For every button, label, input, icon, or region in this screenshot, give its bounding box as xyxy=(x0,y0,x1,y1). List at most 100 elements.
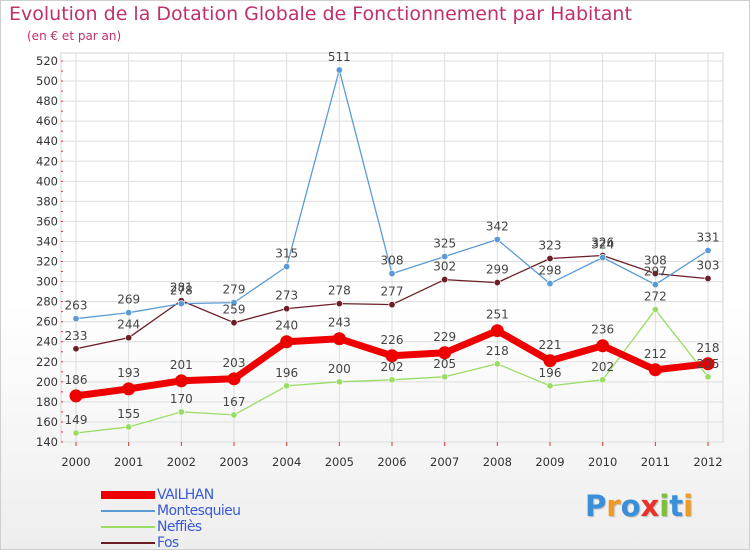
chart-title: Evolution de la Dotation Globale de Fonc… xyxy=(9,3,632,25)
data-label-fos: 326 xyxy=(591,236,614,250)
y-tick-label: 380 xyxy=(36,194,58,208)
x-tick-label: 2004 xyxy=(272,455,301,469)
y-tick-label: 320 xyxy=(36,255,58,269)
legend: VAILHAN Montesquieu Neffiès Fos xyxy=(101,487,241,551)
data-label-montesquieu: 342 xyxy=(486,219,509,233)
data-point-montesquieu xyxy=(546,280,554,288)
legend-swatch-fos xyxy=(101,542,155,544)
data-point-montesquieu xyxy=(388,270,396,278)
data-label-vailhan: 251 xyxy=(486,308,509,322)
logo-letter: t xyxy=(669,489,684,523)
data-label-fos: 299 xyxy=(486,263,509,277)
data-label-neffies: 196 xyxy=(539,366,562,380)
data-point-vailhan xyxy=(596,339,610,353)
data-point-montesquieu xyxy=(177,300,185,308)
data-label-fos: 278 xyxy=(328,284,351,298)
x-tick-label: 2005 xyxy=(325,455,354,469)
data-label-fos: 244 xyxy=(117,318,140,332)
proxiti-logo: Proxiti xyxy=(585,489,693,523)
data-label-montesquieu: 331 xyxy=(697,230,720,244)
x-tick-label: 2007 xyxy=(430,455,459,469)
data-label-vailhan: 226 xyxy=(381,333,404,347)
data-point-fos xyxy=(230,319,238,327)
legend-item-montesquieu: Montesquieu xyxy=(101,503,241,519)
y-tick-label: 520 xyxy=(36,54,58,68)
y-tick-label: 480 xyxy=(36,94,58,108)
x-tick-label: 2012 xyxy=(693,455,722,469)
data-point-fos xyxy=(72,345,80,353)
data-point-montesquieu xyxy=(651,281,659,289)
x-tick-label: 2008 xyxy=(483,455,512,469)
data-point-montesquieu xyxy=(493,235,501,243)
data-point-vailhan xyxy=(69,389,83,403)
data-label-neffies: 218 xyxy=(486,344,509,358)
data-point-vailhan xyxy=(174,374,188,388)
y-tick-label: 500 xyxy=(36,74,58,88)
data-point-montesquieu xyxy=(72,315,80,323)
data-label-neffies: 196 xyxy=(275,366,298,380)
data-point-neffies xyxy=(651,306,659,314)
data-label-neffies: 205 xyxy=(697,357,720,371)
data-point-vailhan xyxy=(122,382,136,396)
data-label-fos: 323 xyxy=(539,239,562,253)
data-point-fos xyxy=(546,255,554,263)
data-label-neffies: 272 xyxy=(644,290,667,304)
logo-letter: P xyxy=(585,489,607,523)
data-point-montesquieu xyxy=(283,263,291,271)
data-label-montesquieu: 315 xyxy=(275,247,298,261)
data-point-neffies xyxy=(388,376,396,384)
data-label-fos: 308 xyxy=(644,254,667,268)
y-tick-label: 340 xyxy=(36,234,58,248)
logo-letter: r xyxy=(606,489,621,523)
data-point-vailhan xyxy=(543,354,557,368)
data-label-vailhan: 212 xyxy=(644,347,667,361)
data-point-montesquieu xyxy=(441,253,449,261)
data-point-neffies xyxy=(441,373,449,381)
legend-swatch-neffies xyxy=(101,526,155,528)
y-tick-label: 220 xyxy=(36,355,58,369)
data-point-montesquieu xyxy=(599,254,607,262)
data-label-fos: 233 xyxy=(65,329,88,343)
x-tick-label: 2006 xyxy=(377,455,406,469)
data-label-neffies: 149 xyxy=(65,413,88,427)
data-point-fos xyxy=(335,300,343,308)
data-point-fos xyxy=(125,334,133,342)
data-point-montesquieu xyxy=(230,299,238,307)
data-point-vailhan xyxy=(227,372,241,386)
data-point-neffies xyxy=(599,376,607,384)
legend-item-vailhan: VAILHAN xyxy=(101,487,240,503)
data-point-vailhan xyxy=(332,332,346,346)
data-label-vailhan: 193 xyxy=(117,366,140,380)
data-label-montesquieu: 308 xyxy=(381,254,404,268)
data-label-vailhan: 243 xyxy=(328,316,351,330)
data-label-neffies: 202 xyxy=(591,360,614,374)
data-label-fos: 281 xyxy=(170,281,193,295)
y-tick-label: 260 xyxy=(36,315,58,329)
y-tick-label: 200 xyxy=(36,375,58,389)
data-point-montesquieu xyxy=(335,66,343,74)
legend-label-neffies: Neffiès xyxy=(157,519,202,535)
data-point-neffies xyxy=(177,408,185,416)
data-point-neffies xyxy=(493,360,501,368)
data-point-neffies xyxy=(72,429,80,437)
data-label-fos: 277 xyxy=(381,285,404,299)
chart-subtitle: (en € et par an) xyxy=(27,29,122,43)
data-point-fos xyxy=(651,270,659,278)
data-label-vailhan: 221 xyxy=(539,338,562,352)
data-label-vailhan: 229 xyxy=(433,330,456,344)
x-tick-label: 2003 xyxy=(219,455,248,469)
legend-swatch-vailhan xyxy=(101,491,155,499)
data-label-fos: 259 xyxy=(223,303,246,317)
data-label-neffies: 167 xyxy=(223,395,246,409)
data-label-montesquieu: 511 xyxy=(328,50,351,64)
y-tick-label: 140 xyxy=(36,435,58,449)
legend-item-fos: Fos xyxy=(101,535,240,551)
x-tick-label: 2009 xyxy=(535,455,564,469)
data-point-fos xyxy=(704,275,712,283)
data-label-neffies: 155 xyxy=(117,407,140,421)
data-point-neffies xyxy=(283,382,291,390)
data-label-vailhan: 201 xyxy=(170,358,193,372)
data-point-fos xyxy=(441,276,449,284)
y-tick-label: 360 xyxy=(36,214,58,228)
